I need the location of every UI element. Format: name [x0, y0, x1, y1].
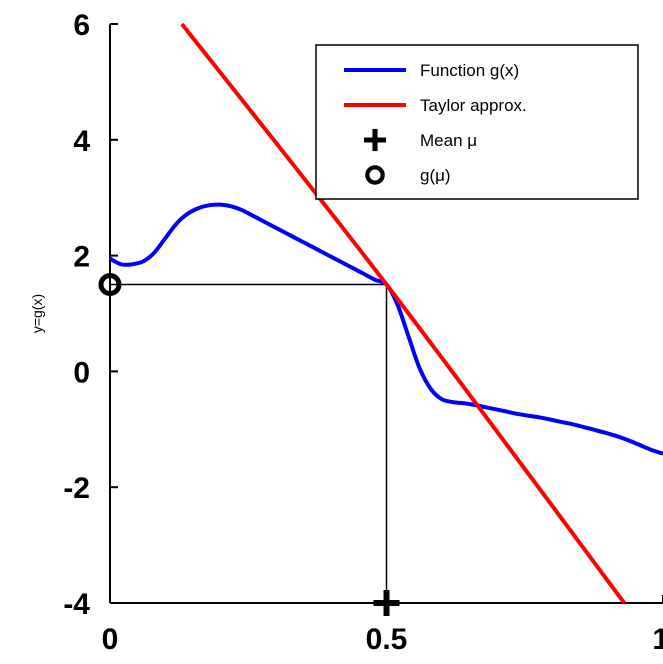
y-tick-label: 0	[73, 356, 90, 389]
y-tick-label: 2	[73, 241, 90, 274]
markers-layer	[98, 273, 400, 616]
guide-lines	[110, 283, 388, 603]
x-tick-label: 1	[652, 623, 663, 656]
legend-swatch-plus	[363, 128, 387, 152]
x-tick-label: 0	[102, 623, 119, 656]
point-marker-circle	[98, 273, 122, 297]
y-tick-label: -4	[63, 588, 90, 621]
point-marker-plus	[373, 590, 400, 616]
tick-labels: -4 -2 0 2 4 6 0 0.5 1	[63, 9, 663, 656]
y-axis-label: y=g(x)	[29, 294, 45, 333]
y-tick-label: -2	[63, 472, 90, 505]
legend-label: Mean μ	[420, 131, 477, 150]
y-tick-label: 4	[73, 125, 90, 158]
legend: Function g(x) Taylor approx. Mean μ g(μ)	[315, 44, 639, 200]
y-tick-label: 6	[73, 9, 90, 42]
legend-label: Function g(x)	[420, 61, 519, 80]
legend-label: Taylor approx.	[420, 96, 527, 115]
series-line-1	[180, 22, 626, 605]
legend-label: g(μ)	[420, 166, 451, 185]
legend-swatch-circle	[365, 165, 385, 185]
x-tick-label: 0.5	[366, 623, 408, 656]
series-layer	[108, 22, 663, 605]
